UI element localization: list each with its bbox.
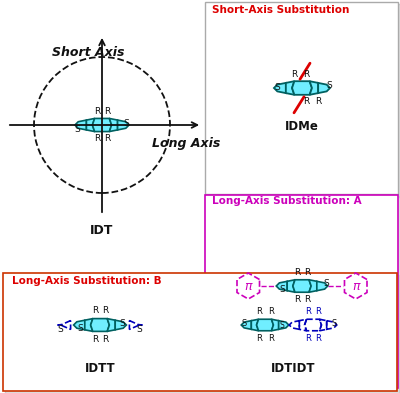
Text: π: π [244, 279, 252, 292]
Bar [207, 197, 400, 390]
Text: S: S [331, 320, 336, 329]
Text: Short-Axis Substitution: Short-Axis Substitution [212, 5, 349, 15]
Text: S: S [124, 119, 129, 127]
Bar [3, 273, 397, 391]
Text: π: π [352, 279, 360, 292]
Polygon shape [107, 319, 115, 331]
Bar [205, 195, 398, 388]
Text: R: R [315, 334, 321, 343]
Polygon shape [293, 280, 311, 292]
Text: S: S [58, 325, 64, 334]
Text: R: R [315, 97, 321, 106]
Polygon shape [317, 281, 328, 291]
Polygon shape [286, 81, 294, 95]
Polygon shape [75, 120, 86, 130]
Polygon shape [86, 118, 95, 132]
Text: Long-Axis Substitution: B: Long-Axis Substitution: B [12, 276, 162, 286]
Text: R: R [102, 306, 108, 315]
Text: R: R [94, 107, 100, 116]
Text: S: S [75, 125, 80, 134]
Polygon shape [279, 321, 289, 329]
Text: R: R [294, 268, 300, 277]
Polygon shape [118, 120, 129, 130]
Text: R: R [256, 307, 262, 316]
Text: S: S [324, 279, 329, 288]
Polygon shape [109, 118, 118, 132]
Text: S: S [119, 320, 125, 329]
Text: IDT: IDT [90, 224, 114, 237]
Text: Long Axis: Long Axis [152, 136, 220, 149]
Polygon shape [318, 83, 330, 93]
Polygon shape [241, 321, 251, 329]
Polygon shape [91, 319, 109, 331]
Text: S: S [274, 83, 280, 92]
Polygon shape [115, 320, 126, 330]
Text: R: R [315, 307, 321, 316]
Text: R: R [304, 268, 310, 277]
Bar [5, 275, 399, 393]
Text: S: S [242, 320, 247, 329]
Polygon shape [256, 319, 274, 331]
Text: S: S [136, 325, 142, 334]
Text: Long-Axis Substitution: A: Long-Axis Substitution: A [212, 196, 362, 206]
Polygon shape [85, 319, 93, 331]
Text: R: R [104, 107, 110, 116]
Text: R: R [104, 134, 110, 143]
Text: S: S [280, 285, 286, 294]
Text: S: S [77, 324, 83, 333]
Bar [207, 4, 400, 196]
Polygon shape [74, 320, 85, 330]
Text: R: R [305, 334, 311, 343]
Polygon shape [92, 118, 112, 132]
Text: R: R [303, 70, 309, 79]
Text: IDMe: IDMe [285, 119, 319, 132]
Text: R: R [294, 295, 300, 304]
Text: R: R [94, 134, 100, 143]
Polygon shape [287, 280, 295, 292]
Bar [205, 2, 398, 194]
Text: IDTIDT: IDTIDT [271, 362, 315, 375]
Polygon shape [310, 81, 318, 95]
Polygon shape [274, 83, 286, 93]
Text: R: R [268, 307, 274, 316]
Text: Short Axis: Short Axis [52, 46, 124, 59]
Text: S: S [279, 321, 284, 331]
Text: R: R [92, 335, 98, 344]
Text: R: R [303, 97, 309, 106]
Text: R: R [256, 334, 262, 343]
Text: IDTT: IDTT [85, 362, 115, 375]
Text: R: R [102, 335, 108, 344]
Polygon shape [292, 81, 312, 95]
Polygon shape [276, 281, 287, 291]
Text: R: R [92, 306, 98, 315]
Polygon shape [251, 319, 258, 331]
Text: R: R [305, 307, 311, 316]
Text: R: R [304, 295, 310, 304]
Polygon shape [309, 280, 317, 292]
Text: R: R [268, 334, 274, 343]
Text: S: S [326, 81, 332, 90]
Polygon shape [272, 319, 279, 331]
Text: R: R [291, 70, 297, 79]
